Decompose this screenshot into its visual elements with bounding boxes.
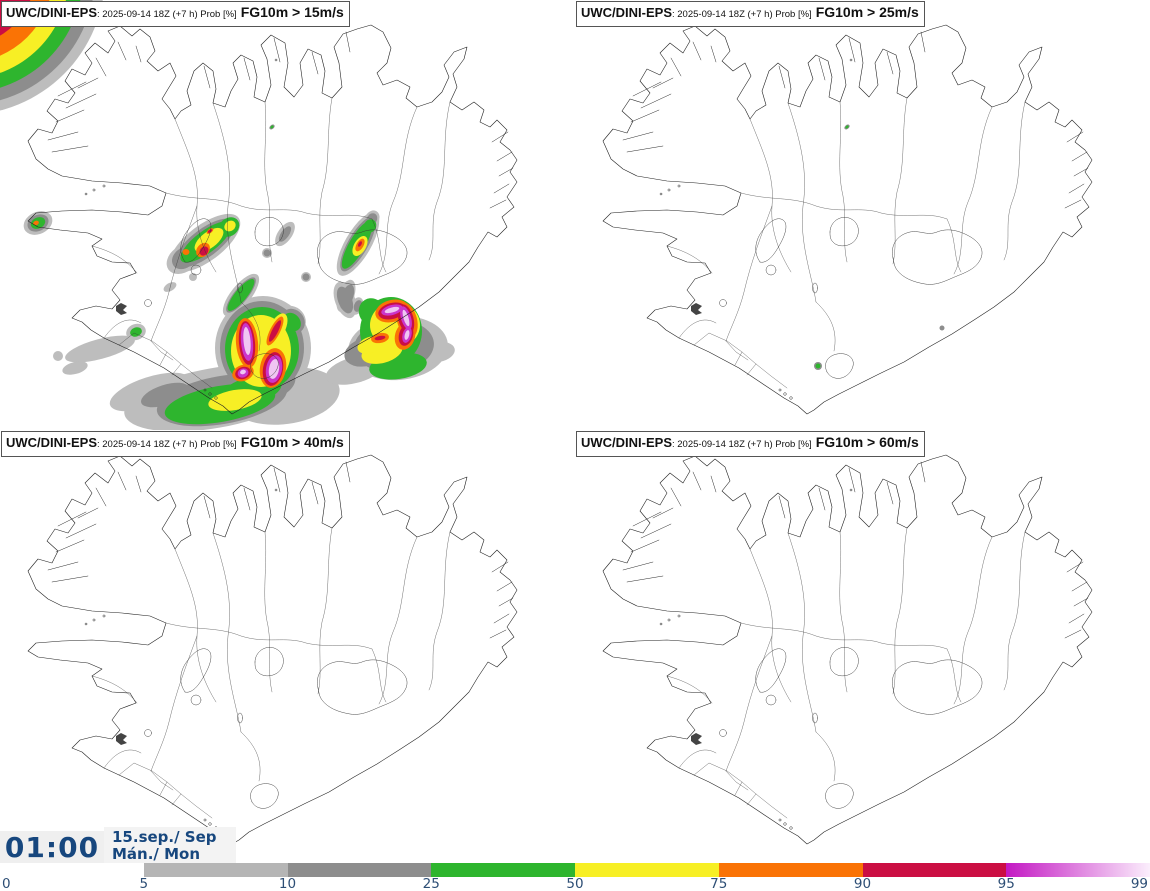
legend-segment — [287, 863, 432, 877]
valid-date-line1: 15.sep./ Sep — [112, 827, 217, 846]
run-info: : 2025-09-14 18Z (+7 h) Prob [%] — [672, 439, 812, 450]
model-name: UWC/DINI-EPS — [6, 435, 97, 450]
panel-title: UWC/DINI-EPS: 2025-09-14 18Z (+7 h) Prob… — [1, 1, 350, 27]
legend-tick-label: 10 — [278, 876, 297, 891]
legend-bar — [0, 863, 1150, 877]
valid-time: 01:00 — [0, 831, 104, 864]
map-panel-fg25: UWC/DINI-EPS: 2025-09-14 18Z (+7 h) Prob… — [575, 0, 1150, 430]
valid-date: 15.sep./ Sep Mán./ Mon — [104, 827, 236, 864]
threshold-label: FG10m > 15m/s — [240, 4, 344, 20]
model-name: UWC/DINI-EPS — [581, 5, 672, 20]
legend-segment — [718, 863, 863, 877]
iceland-map-svg — [27, 448, 518, 845]
map-panel-fg60: UWC/DINI-EPS: 2025-09-14 18Z (+7 h) Prob… — [575, 430, 1150, 860]
map-panel-fg15: UWC/DINI-EPS: 2025-09-14 18Z (+7 h) Prob… — [0, 0, 575, 430]
legend-tick-label: 99 — [1130, 876, 1148, 891]
threshold-label: FG10m > 60m/s — [815, 434, 919, 450]
iceland-map-svg — [0, 0, 518, 430]
panel-title: UWC/DINI-EPS: 2025-09-14 18Z (+7 h) Prob… — [576, 1, 925, 27]
panel-title: UWC/DINI-EPS: 2025-09-14 18Z (+7 h) Prob… — [1, 431, 350, 457]
legend-tick-label: 5 — [139, 876, 149, 891]
legend-tick-label: 90 — [853, 876, 872, 891]
legend-tick-label: 95 — [997, 876, 1015, 891]
threshold-label: FG10m > 25m/s — [815, 4, 919, 20]
model-name: UWC/DINI-EPS — [581, 435, 672, 450]
iceland-map-svg — [602, 448, 1093, 845]
run-info: : 2025-09-14 18Z (+7 h) Prob [%] — [97, 439, 237, 450]
model-name: UWC/DINI-EPS — [6, 5, 97, 20]
legend-tick-label: 50 — [566, 876, 584, 891]
probability-contours — [0, 0, 455, 430]
probability-contours — [814, 124, 945, 370]
run-info: : 2025-09-14 18Z (+7 h) Prob [%] — [672, 9, 812, 20]
legend-tick-label: 0 — [2, 876, 11, 891]
threshold-label: FG10m > 40m/s — [240, 434, 344, 450]
legend-segment — [0, 863, 144, 877]
legend-segment — [1006, 863, 1150, 877]
valid-date-line2: Mán./ Mon — [112, 844, 201, 863]
iceland-map-svg — [602, 18, 1093, 415]
legend-segment — [431, 863, 575, 877]
legend-tick-label: 25 — [422, 876, 440, 891]
map-panel-fg40: UWC/DINI-EPS: 2025-09-14 18Z (+7 h) Prob… — [0, 430, 575, 860]
legend-tick-label: 75 — [710, 876, 728, 891]
panel-title: UWC/DINI-EPS: 2025-09-14 18Z (+7 h) Prob… — [576, 431, 925, 457]
legend-segment — [143, 863, 288, 877]
legend-ticks: 0 5 10 25 50 75 90 95 99 — [0, 876, 1150, 891]
legend-segment — [575, 863, 719, 877]
run-info: : 2025-09-14 18Z (+7 h) Prob [%] — [97, 9, 237, 20]
legend-segment — [862, 863, 1007, 877]
